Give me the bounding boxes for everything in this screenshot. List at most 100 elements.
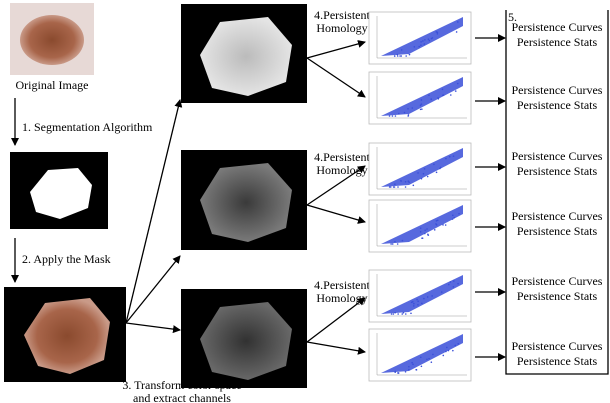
thumb-dot [431,295,433,297]
thumb-dot [437,32,439,34]
thumb-dot [453,217,455,219]
thumb-dot [397,313,399,315]
output-label: Persistence Curves [512,339,603,353]
label: Original Image [16,78,89,92]
thumb-dot [416,299,418,301]
thumb-dot [395,115,397,117]
output-label: Persistence Curves [512,274,603,288]
thumb-dot [424,39,426,41]
thumb-dot [412,107,414,109]
thumb-dot [442,355,444,357]
thumb-dot [426,228,428,230]
label: 4.Persistent [314,150,370,164]
thumb-dot [389,115,391,117]
thumb-dot [424,233,426,235]
thumb-dot [394,241,396,243]
output-label: Persistence Stats [517,164,598,178]
thumb-dot [413,305,415,307]
thumb-dot [421,365,423,367]
thumb-dot [403,312,405,314]
thumb-dot [420,44,422,46]
thumb-dot [442,224,444,226]
thumb-dot [434,229,436,231]
arrow [307,342,365,352]
thumb-dot [421,303,423,305]
thumb-dot [417,300,419,302]
thumb-dot [449,156,451,158]
thumb-dot [412,301,414,303]
thumb-dot [397,372,399,374]
thumb-dot [407,108,409,110]
arrow [307,42,365,58]
thumb-dot [422,237,424,239]
thumb-dot [435,223,437,225]
thumb-dot [457,283,459,285]
thumb-dot [420,41,422,43]
thumb-dot [408,369,410,371]
arrow [307,205,365,222]
thumb-dot [392,115,394,117]
thumb-dot [457,83,459,85]
label: Homology [316,291,367,305]
thumb-dot [409,54,411,56]
thumb-dot [393,313,395,315]
output-label: Persistence Stats [517,224,598,238]
thumb-dot [397,186,399,188]
thumb-dot [411,362,413,364]
thumb-dot [431,361,433,363]
thumb-dot [433,164,435,166]
thumb-dot [397,55,399,57]
thumb-dot [394,55,396,57]
thumb-dot [424,168,426,170]
thumb-dot [420,227,422,229]
thumb-dot [412,364,414,366]
output-label: Persistence Stats [517,289,598,303]
thumb-dot [405,313,407,315]
thumb-dot [399,55,401,57]
output-label: Persistence Stats [517,354,598,368]
thumb-dot [415,369,417,371]
thumb-dot [424,229,426,231]
thumb-dot [457,21,459,23]
thumb-dot [417,304,419,306]
thumb-dot [397,54,399,56]
thumb-dot [453,280,455,282]
thumb-dot [394,183,396,185]
thumb-dot [405,55,407,57]
thumb-dot [410,312,412,314]
thumb-dot [452,215,454,217]
thumb-dot [407,115,409,117]
thumb-dot [437,220,439,222]
thumb-dot [446,347,448,349]
thumb-dot [421,178,423,180]
thumb-dot [427,234,429,236]
arrow [307,58,365,97]
thumb-dot [450,94,452,96]
thumb-dot [432,37,434,39]
thumb-dot [445,224,447,226]
thumb-dot [398,113,400,115]
thumb-dot [442,89,444,91]
thumb-dot [405,371,407,373]
thumb-dot [421,99,423,101]
output-box [506,10,608,374]
thumb-dot [423,173,425,175]
thumb-dot [420,231,422,233]
thumb-dot [421,103,423,105]
thumb-dot [452,350,454,352]
thumb-dot [445,158,447,160]
label: 4.Persistent [314,278,370,292]
thumb-dot [432,354,434,356]
thumb-dot [404,112,406,114]
thumb-dot [424,43,426,45]
thumb-dot [405,181,407,183]
lesion [20,15,84,65]
thumb-dot [430,99,432,101]
arrow [126,323,180,330]
thumb-dot [428,358,430,360]
thumb-dot [421,108,423,110]
thumb-dot [427,296,429,298]
output-label: Persistence Stats [517,98,598,112]
thumb-dot [402,240,404,242]
thumb-dot [401,313,403,315]
